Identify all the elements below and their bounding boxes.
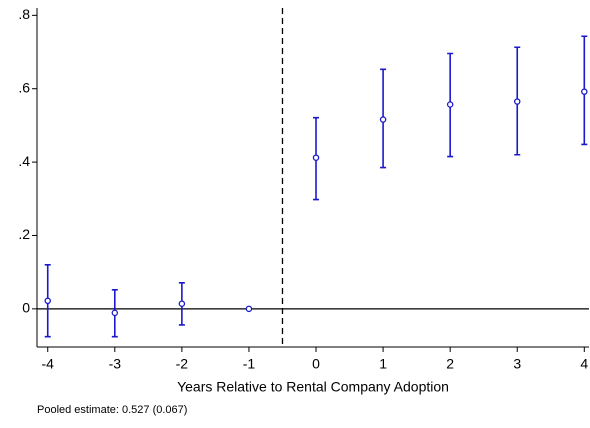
x-tick-label: 0	[312, 356, 320, 372]
point	[446, 101, 454, 108]
x-tick-label: -1	[243, 356, 256, 372]
point	[44, 297, 51, 305]
point	[312, 154, 320, 161]
x-tick-label: -3	[109, 356, 122, 372]
x-tick-label: 3	[513, 356, 521, 372]
point	[379, 116, 387, 123]
point	[513, 98, 521, 105]
point	[245, 305, 253, 313]
x-axis-title: Years Relative to Rental Company Adoptio…	[177, 379, 449, 395]
x-tick-label: -2	[176, 356, 189, 372]
point	[581, 88, 588, 95]
y-tick-label: 0	[22, 300, 30, 316]
x-tick-label: -4	[42, 356, 55, 372]
y-tick-label: .8	[18, 6, 30, 22]
y-tick-label: .6	[18, 79, 30, 95]
x-tick-label: 4	[580, 356, 588, 372]
point	[111, 309, 119, 317]
note: Pooled estimate: 0.527 (0.067)	[37, 404, 187, 416]
point	[178, 300, 186, 307]
y-tick-label: .4	[18, 153, 30, 169]
x-tick-label: 1	[379, 356, 387, 372]
y-tick-label: .2	[18, 226, 30, 242]
x-tick-label: 2	[446, 356, 454, 372]
